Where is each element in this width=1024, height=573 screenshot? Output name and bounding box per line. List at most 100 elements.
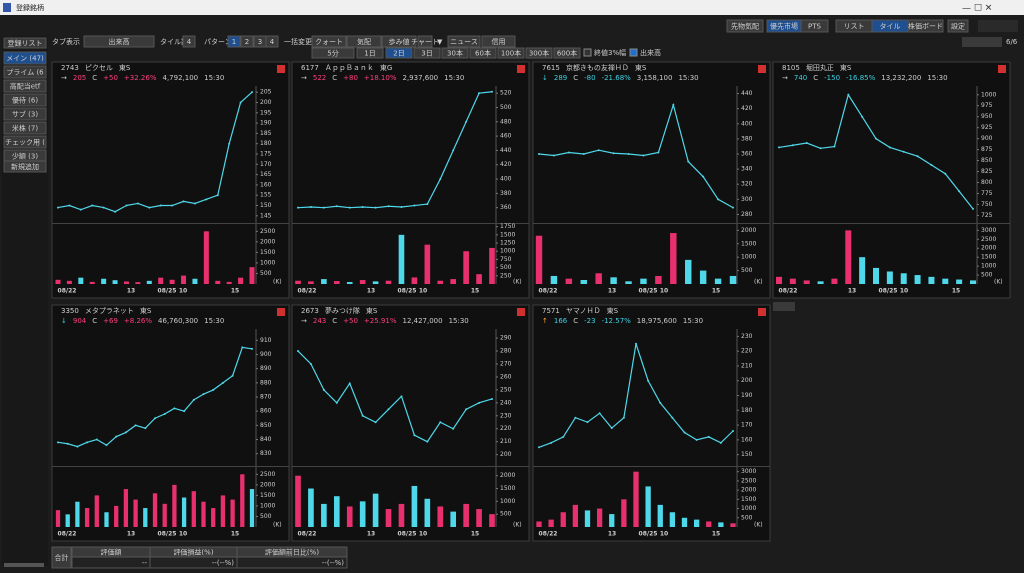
list-tab[interactable]: プライム (6	[6, 69, 44, 77]
price-point	[66, 442, 69, 445]
list-tab-bg[interactable]	[3, 51, 47, 65]
top-button-bg[interactable]	[800, 19, 829, 33]
volume-bar	[670, 233, 677, 284]
range-button-bg[interactable]	[413, 47, 441, 59]
summary-header[interactable]: 評価額	[101, 548, 122, 557]
view-button-bg[interactable]	[481, 35, 516, 48]
alert-icon[interactable]	[998, 65, 1006, 73]
summary-label-bg[interactable]	[51, 546, 72, 569]
list-tab[interactable]: チェック用 (	[5, 139, 45, 147]
list-tab-bg[interactable]	[3, 135, 47, 149]
range-button-bg[interactable]	[385, 47, 413, 59]
list-tab[interactable]: 優待 (6)	[12, 96, 38, 105]
top-button[interactable]: 先物気配	[731, 22, 759, 31]
dropdown-arrow[interactable]: ▼	[437, 38, 443, 46]
range-button[interactable]: 600本	[557, 49, 577, 58]
sidebar-title-bg[interactable]	[3, 37, 47, 49]
list-tab-bg[interactable]	[3, 121, 47, 135]
list-tab[interactable]: 米株 (7)	[12, 124, 38, 133]
view-button[interactable]: ニュース	[450, 38, 478, 46]
pattern-button-bg[interactable]	[227, 35, 241, 48]
summary-header[interactable]: 評価額前日比(%)	[265, 548, 319, 557]
tab-select-bg[interactable]	[83, 35, 155, 48]
list-tab-bg[interactable]	[3, 107, 47, 121]
tool-icons[interactable]	[978, 20, 1018, 32]
view-button-bg[interactable]	[381, 35, 417, 48]
list-tab[interactable]: メイン (47)	[6, 55, 44, 63]
alert-icon[interactable]	[277, 308, 285, 316]
x-tick-label: 13	[367, 288, 375, 295]
view-button-bg[interactable]	[417, 35, 433, 48]
range-button-bg[interactable]	[553, 47, 581, 59]
interval-select-bg[interactable]	[311, 47, 355, 59]
alert-icon[interactable]	[517, 65, 525, 73]
volume-tick-label: 1500	[741, 496, 756, 503]
range-button[interactable]: 1日	[364, 50, 375, 58]
x-tick-label: 15	[712, 531, 720, 538]
pattern-button[interactable]: 2	[245, 38, 249, 46]
view-button-bg[interactable]	[346, 35, 382, 48]
add-list-bg[interactable]	[3, 160, 47, 173]
range-button[interactable]: 3日	[421, 50, 432, 58]
range-button-bg[interactable]	[441, 47, 469, 59]
list-tab[interactable]: 高配当etf	[10, 82, 41, 91]
summary-label[interactable]: 合計	[55, 553, 69, 562]
interval-select[interactable]: 5分	[327, 49, 338, 58]
chart-panel	[51, 304, 290, 542]
price-point	[241, 346, 244, 349]
range-button[interactable]: 100本	[501, 49, 521, 58]
chart-panel	[532, 304, 771, 542]
volume-bar	[584, 510, 591, 527]
x-tick-label: 10	[900, 288, 908, 295]
nav-buttons[interactable]	[962, 37, 1002, 47]
alert-icon[interactable]	[758, 65, 766, 73]
list-tab-bg[interactable]	[3, 93, 47, 107]
range-button[interactable]: 300本	[529, 49, 549, 58]
view-button-bg[interactable]	[447, 35, 481, 48]
top-button-bg[interactable]	[947, 19, 969, 33]
tile-count-bg[interactable]	[182, 35, 196, 48]
range-button-bg[interactable]	[497, 47, 525, 59]
tab-select[interactable]: 出来高	[109, 37, 130, 46]
list-tab[interactable]: サブ (3)	[12, 110, 38, 119]
top-button[interactable]: 株価ボード	[908, 22, 943, 31]
list-tab-bg[interactable]	[3, 79, 47, 93]
top-button[interactable]: PTS	[808, 23, 821, 31]
range-button-bg[interactable]	[356, 47, 384, 59]
range-button[interactable]: 60本	[475, 49, 491, 58]
pattern-button[interactable]: 1	[232, 38, 236, 46]
pattern-button[interactable]: 4	[270, 38, 275, 46]
view-button-bg[interactable]	[311, 35, 347, 48]
alert-icon[interactable]	[758, 308, 766, 316]
view-button[interactable]: 気配	[357, 37, 371, 46]
range-button[interactable]: 30本	[447, 49, 463, 58]
summary-header[interactable]: 評価損益(%)	[173, 548, 213, 557]
top-button[interactable]: 優先市場	[770, 22, 798, 31]
view-button[interactable]: 信用	[492, 37, 506, 46]
pattern-button-bg[interactable]	[240, 35, 254, 48]
view-button[interactable]: クォート	[315, 38, 343, 46]
range-button[interactable]: 2日	[393, 50, 404, 58]
sidebar-title[interactable]: 登録リスト	[8, 39, 43, 48]
top-button[interactable]: リスト	[844, 23, 865, 31]
list-tab-bg[interactable]	[3, 65, 47, 79]
search-button[interactable]	[773, 302, 795, 311]
checkbox[interactable]	[629, 48, 638, 57]
range-button-bg[interactable]	[525, 47, 553, 59]
top-button-bg[interactable]	[726, 19, 764, 33]
range-button-bg[interactable]	[469, 47, 497, 59]
window-controls[interactable]: — ☐ ✕	[962, 4, 992, 14]
tile-count[interactable]: 4	[187, 38, 192, 46]
pattern-button-bg[interactable]	[265, 35, 279, 48]
view-button[interactable]: 歩み値	[389, 37, 410, 46]
top-button[interactable]: タイル	[880, 22, 901, 31]
pattern-button[interactable]: 3	[258, 38, 262, 46]
alert-icon[interactable]	[517, 308, 525, 316]
view-button[interactable]: チャート	[411, 38, 439, 46]
checkbox[interactable]	[583, 48, 592, 57]
list-tab[interactable]: 少額 (3)	[12, 152, 38, 161]
add-list[interactable]: 新規追加	[11, 162, 39, 171]
top-button[interactable]: 設定	[951, 23, 965, 31]
alert-icon[interactable]	[277, 65, 285, 73]
top-button-bg[interactable]	[907, 19, 944, 33]
